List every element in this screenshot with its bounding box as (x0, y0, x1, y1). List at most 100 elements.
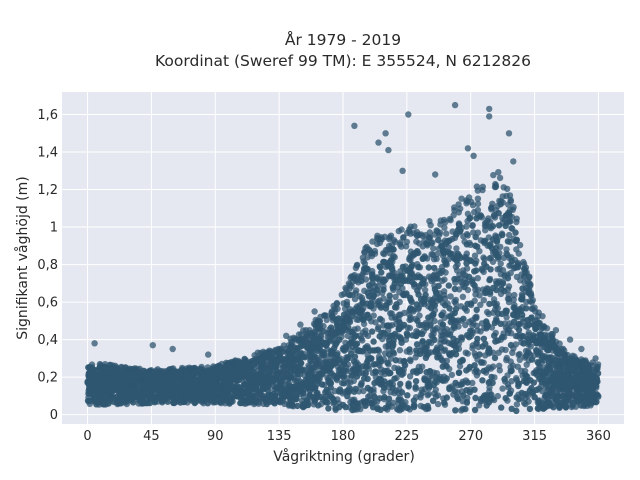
data-point (84, 397, 92, 404)
data-point (477, 328, 484, 335)
data-point (387, 262, 395, 269)
data-point (370, 312, 377, 319)
data-point (388, 314, 395, 321)
data-point (445, 249, 452, 256)
y-tick-label: 1,6 (37, 108, 58, 123)
data-point (175, 386, 183, 393)
data-point (421, 376, 428, 383)
data-point (362, 344, 369, 351)
data-point (442, 269, 449, 276)
data-point (418, 330, 426, 338)
data-point (515, 380, 522, 387)
data-point (439, 321, 447, 328)
data-point (439, 247, 447, 254)
data-point (487, 391, 494, 399)
data-point (463, 387, 470, 394)
data-point (425, 314, 432, 321)
data-point (224, 379, 231, 387)
data-point (340, 380, 347, 387)
data-point (276, 352, 283, 360)
data-point (499, 333, 506, 341)
data-point (456, 252, 463, 260)
data-point (303, 333, 311, 340)
data-point (107, 361, 114, 369)
data-point (526, 279, 533, 287)
outlier-point (254, 349, 261, 356)
data-point (389, 349, 397, 356)
data-point (370, 361, 377, 368)
data-point (435, 236, 442, 244)
data-point (346, 291, 353, 299)
data-point (316, 318, 323, 325)
data-point (412, 250, 419, 257)
data-point (396, 347, 404, 354)
data-point (364, 375, 371, 383)
data-point (521, 265, 528, 273)
data-point (533, 324, 540, 332)
data-point (425, 338, 433, 346)
data-point (452, 407, 459, 414)
data-point (231, 384, 238, 391)
data-point (497, 260, 504, 267)
outlier-point (91, 340, 98, 347)
data-point (519, 285, 526, 292)
data-point (436, 296, 443, 303)
data-point (413, 301, 420, 308)
data-point (426, 383, 433, 390)
outlier-point (552, 327, 560, 334)
data-point (109, 377, 116, 384)
data-point (414, 317, 421, 324)
data-point (341, 346, 348, 353)
data-point (130, 376, 138, 383)
data-point (140, 386, 147, 393)
data-point (556, 376, 563, 384)
data-point (344, 315, 351, 322)
data-point (318, 381, 326, 388)
data-point (310, 332, 318, 339)
data-point (389, 246, 396, 253)
data-point (361, 249, 368, 256)
data-point (391, 330, 399, 338)
data-point (520, 377, 528, 385)
data-point (429, 397, 437, 404)
data-point (528, 356, 536, 363)
data-point (320, 328, 327, 335)
data-point (482, 227, 489, 234)
data-point (535, 351, 542, 358)
data-point (495, 210, 502, 217)
data-point (384, 246, 391, 254)
outlier-point (382, 130, 389, 137)
data-point (377, 377, 385, 384)
outlier-point (486, 105, 493, 113)
data-point (526, 405, 534, 413)
data-point (461, 283, 468, 291)
data-point (285, 355, 292, 362)
data-point (459, 293, 467, 300)
data-point (437, 339, 444, 347)
y-tick-label: 1 (50, 221, 58, 236)
data-point (361, 265, 368, 272)
data-point (500, 184, 507, 191)
data-point (253, 397, 260, 404)
data-point (421, 286, 429, 294)
data-point (494, 392, 501, 400)
data-point (306, 346, 314, 354)
data-point (353, 287, 360, 294)
data-point (504, 326, 511, 333)
data-point (480, 297, 487, 304)
data-point (344, 387, 351, 394)
data-point (425, 264, 432, 271)
data-point (422, 354, 430, 361)
data-point (267, 354, 274, 362)
data-point (159, 389, 166, 397)
outlier-point (566, 336, 574, 343)
data-point (489, 223, 497, 230)
data-point (481, 237, 489, 244)
data-point (474, 275, 481, 282)
data-point (525, 321, 532, 329)
data-point (415, 263, 422, 271)
data-point (496, 362, 503, 369)
data-point (391, 304, 399, 311)
data-point (491, 319, 499, 327)
data-point (425, 273, 433, 280)
